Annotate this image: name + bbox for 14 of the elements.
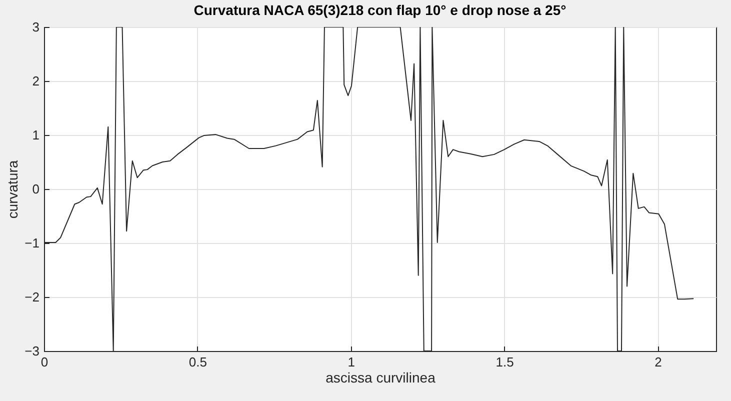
x-tick-label: 2 [654,354,662,370]
y-tick-label: 3 [32,20,40,34]
x-axis-title: ascissa curvilinea [326,370,436,386]
x-tick-label: 1.5 [496,354,514,370]
y-axis-title: curvatura [4,160,21,219]
chart-title: Curvatura NACA 65(3)218 con flap 10° e drop nose a 25° [194,2,566,18]
y-tick-label: −3 [24,344,40,358]
y-tick-label: −2 [24,290,40,304]
y-tick-label: 2 [32,74,40,88]
x-tick-label: 0.5 [188,354,207,370]
y-tick-label: 0 [32,182,40,196]
y-tick-label: −1 [24,236,40,250]
x-tick-label: 1 [348,354,355,370]
y-tick-label: 1 [32,128,40,142]
